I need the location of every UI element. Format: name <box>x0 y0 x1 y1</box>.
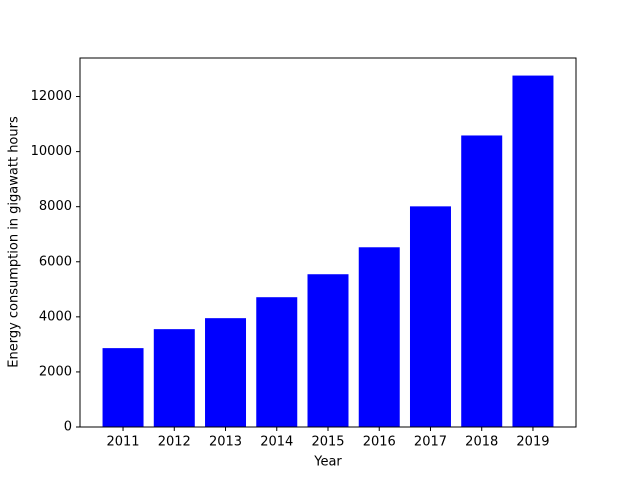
bar <box>512 75 554 427</box>
bar <box>307 274 349 427</box>
y-tick-label: 10000 <box>31 144 72 159</box>
bar <box>358 247 400 427</box>
x-tick-label: 2011 <box>106 435 139 450</box>
y-tick-label: 4000 <box>39 309 72 324</box>
x-tick-label: 2017 <box>414 435 447 450</box>
bar <box>409 206 451 427</box>
x-tick-label: 2016 <box>363 435 396 450</box>
y-tick-label: 12000 <box>31 89 72 104</box>
y-tick-label: 6000 <box>39 254 72 269</box>
bar <box>205 318 247 427</box>
y-tick-label: 8000 <box>39 199 72 214</box>
y-tick-label: 0 <box>64 420 72 435</box>
x-axis-label: Year <box>313 455 342 470</box>
bar <box>256 297 298 427</box>
x-tick-label: 2014 <box>260 435 293 450</box>
plot-frame <box>79 57 577 428</box>
bar <box>153 329 195 427</box>
x-tick-label: 2013 <box>209 435 242 450</box>
x-tick-label: 2018 <box>465 435 498 450</box>
x-tick-label: 2015 <box>311 435 344 450</box>
x-tick-label: 2019 <box>516 435 549 450</box>
y-tick-label: 2000 <box>39 364 72 379</box>
bar <box>102 348 144 427</box>
x-tick-label: 2012 <box>158 435 191 450</box>
y-axis-label: Energy consumption in gigawatt hours <box>7 116 22 368</box>
bar <box>461 135 503 427</box>
